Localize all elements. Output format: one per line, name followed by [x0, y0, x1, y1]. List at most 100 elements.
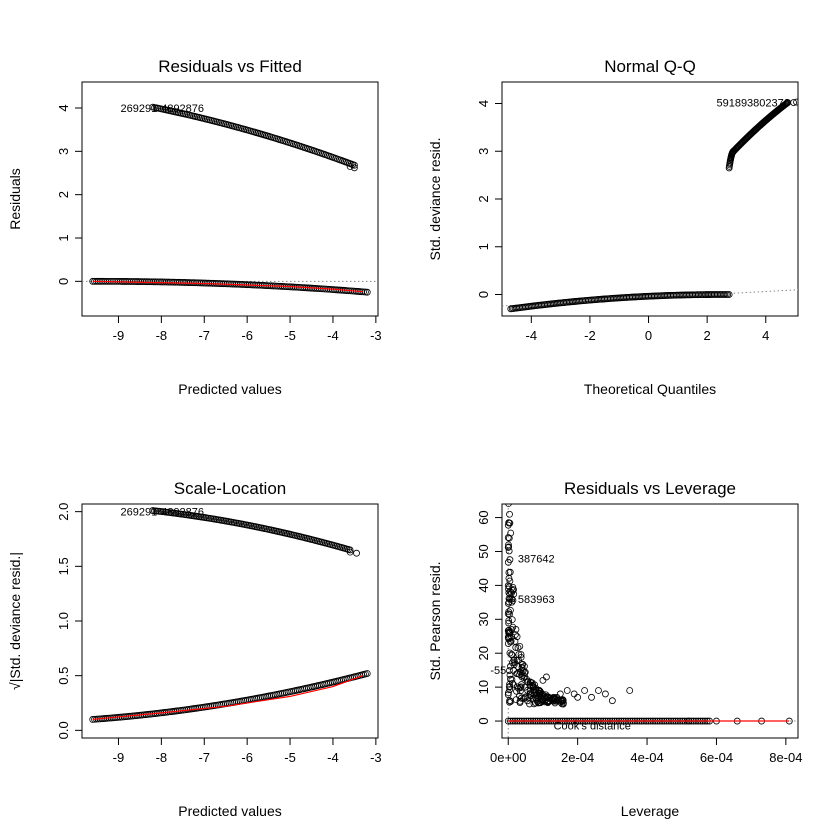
- data-point: [519, 660, 527, 668]
- x-axis-label: Predicted values: [178, 381, 282, 397]
- data-point: [179, 279, 187, 286]
- data-point: [539, 676, 547, 684]
- point-label: 4892876: [161, 103, 204, 115]
- data-point: [544, 698, 552, 706]
- y-tick-label: 1: [56, 234, 71, 241]
- plot-frame: [81, 81, 379, 317]
- x-tick-label: -5: [284, 328, 296, 343]
- data-point: [151, 278, 159, 286]
- data-point: [553, 693, 561, 701]
- data-point: [507, 698, 515, 705]
- data-point: [363, 670, 371, 677]
- y-tick-label: 60: [476, 510, 491, 524]
- point-label: 583963: [518, 594, 555, 606]
- smooth-line: [92, 675, 364, 720]
- point-label: 591893802370: [716, 98, 789, 110]
- panel-rvf: Residuals vs Fitted Predicted values Resid…: [7, 57, 382, 397]
- data-point: [783, 99, 791, 107]
- x-tick-label: -9: [113, 328, 125, 343]
- data-point: [516, 642, 524, 650]
- data-point: [505, 504, 512, 507]
- data-point: [514, 644, 522, 652]
- data-point: [177, 278, 185, 286]
- data-point: [595, 687, 602, 694]
- data-point: [351, 161, 358, 169]
- x-tick-label: -9: [113, 750, 125, 765]
- data-point: [536, 699, 544, 706]
- point-label: 269291: [120, 103, 157, 115]
- data-point: [626, 687, 634, 694]
- data-point: [516, 699, 524, 706]
- y-tick-label: 3: [476, 148, 491, 155]
- y-tick-label: 1.0: [56, 612, 71, 630]
- data-point: [148, 278, 156, 286]
- data-point: [506, 680, 513, 688]
- x-tick-label: -6: [241, 328, 253, 343]
- x-tick-label: 0e+00: [490, 750, 527, 765]
- plot-area: [89, 507, 371, 723]
- chart-title: Residuals vs Leverage: [564, 479, 736, 498]
- data-point: [505, 619, 513, 627]
- data-point: [506, 577, 514, 585]
- data-point: [175, 278, 183, 286]
- y-tick-label: 0.0: [56, 721, 71, 739]
- data-point: [507, 606, 514, 614]
- y-tick-label: 4: [56, 104, 71, 111]
- panel-sl: Scale-Location Predicted values √|Std. dev…: [7, 479, 382, 819]
- data-point: [602, 690, 609, 698]
- data-point: [513, 633, 521, 641]
- data-point: [782, 100, 790, 108]
- data-point: [504, 610, 512, 618]
- data-point: [518, 661, 526, 669]
- data-point: [549, 694, 557, 701]
- data-point: [545, 697, 552, 704]
- data-point: [506, 649, 514, 657]
- data-point: [353, 549, 360, 557]
- data-point: [164, 278, 172, 286]
- data-point: [504, 640, 512, 647]
- data-point: [507, 529, 515, 537]
- data-point: [181, 279, 189, 286]
- y-tick-label: 2.0: [56, 503, 71, 521]
- point-label: -55: [490, 665, 506, 677]
- data-point: [504, 544, 512, 551]
- data-point: [504, 600, 512, 607]
- data-point: [508, 595, 516, 603]
- data-point: [517, 651, 525, 658]
- data-point: [504, 521, 512, 529]
- x-tick-label: -2: [584, 328, 596, 343]
- data-point: [782, 100, 790, 107]
- plot-area: [502, 98, 798, 313]
- data-point: [608, 697, 616, 705]
- data-point: [504, 691, 512, 699]
- x-axis-label: Theoretical Quantiles: [584, 381, 716, 397]
- data-point: [506, 698, 513, 706]
- data-point: [505, 626, 513, 634]
- data-point: [150, 278, 157, 286]
- data-point: [140, 278, 148, 286]
- data-point: [508, 598, 516, 606]
- data-point: [525, 693, 533, 701]
- data-point: [515, 656, 522, 664]
- x-tick-label: 0: [645, 328, 652, 343]
- y-axis-label: √|Std. deviance resid.|: [7, 552, 23, 690]
- data-point: [725, 291, 733, 298]
- y-tick-label: 40: [476, 578, 491, 592]
- plot-frame: [501, 81, 799, 317]
- x-tick-label: -7: [198, 328, 210, 343]
- data-point: [509, 679, 516, 687]
- data-point: [504, 558, 512, 566]
- data-point: [509, 597, 517, 604]
- data-point: [511, 637, 519, 645]
- x-tick-label: 2: [704, 328, 711, 343]
- data-point: [506, 667, 513, 674]
- data-point: [558, 697, 566, 705]
- data-point: [588, 693, 595, 701]
- chart-title: Normal Q-Q: [604, 57, 696, 76]
- y-tick-label: 50: [476, 544, 491, 558]
- panel-rvl: Residuals vs Leverage Leverage Std. Pearso…: [427, 479, 802, 819]
- smooth-line: [92, 280, 364, 293]
- plot-frame: [501, 503, 799, 739]
- data-point: [168, 278, 176, 286]
